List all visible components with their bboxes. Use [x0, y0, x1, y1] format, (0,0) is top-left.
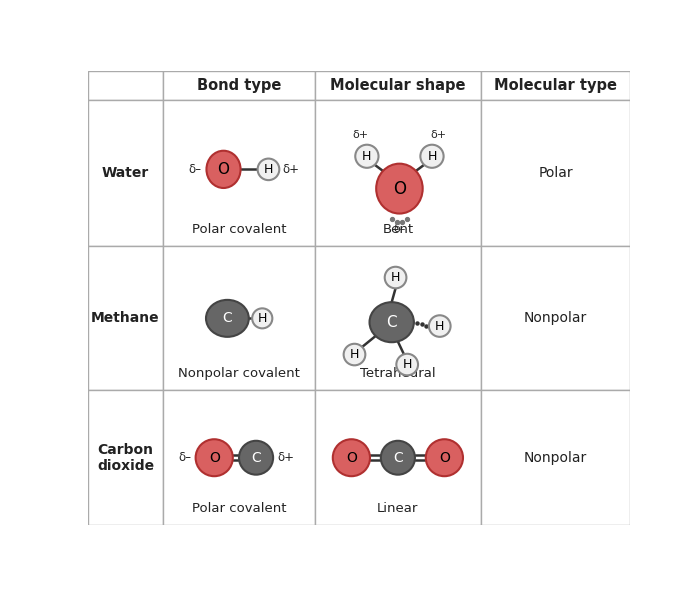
- Bar: [163, 71, 314, 100]
- Text: Molecular shape: Molecular shape: [330, 78, 466, 93]
- Text: C: C: [393, 451, 402, 465]
- Text: Methane: Methane: [91, 312, 160, 325]
- Bar: [314, 71, 481, 100]
- Text: O: O: [209, 451, 220, 465]
- Text: Nonpolar: Nonpolar: [524, 312, 587, 325]
- Text: H: H: [427, 150, 437, 163]
- Text: Bond type: Bond type: [197, 78, 281, 93]
- Text: δ+: δ+: [353, 130, 369, 140]
- Ellipse shape: [376, 163, 423, 214]
- Text: O: O: [393, 179, 406, 198]
- Text: Molecular type: Molecular type: [494, 78, 617, 93]
- Bar: [88, 100, 163, 247]
- Text: δ+: δ+: [430, 130, 447, 140]
- Bar: [314, 391, 481, 525]
- Text: C: C: [251, 451, 261, 465]
- Text: Tetrahedral: Tetrahedral: [360, 367, 435, 380]
- Bar: [88, 247, 163, 391]
- Text: Linear: Linear: [377, 502, 419, 514]
- Text: δ–: δ–: [189, 163, 202, 176]
- Ellipse shape: [429, 315, 451, 337]
- Text: δ+: δ+: [277, 451, 294, 464]
- Ellipse shape: [396, 354, 418, 375]
- Bar: [481, 247, 630, 391]
- Ellipse shape: [421, 145, 444, 168]
- Bar: [88, 71, 163, 100]
- Bar: [314, 247, 481, 391]
- Text: Bent: Bent: [382, 223, 414, 236]
- Text: δ–: δ–: [178, 451, 192, 464]
- Ellipse shape: [426, 439, 463, 476]
- Text: H: H: [391, 271, 400, 284]
- Ellipse shape: [206, 150, 241, 188]
- Text: O: O: [218, 162, 230, 177]
- Text: Carbon
dioxide: Carbon dioxide: [97, 442, 154, 473]
- Bar: [481, 391, 630, 525]
- Ellipse shape: [252, 309, 272, 329]
- Text: H: H: [402, 358, 412, 371]
- Bar: [163, 247, 314, 391]
- Ellipse shape: [332, 439, 370, 476]
- Bar: [163, 100, 314, 247]
- Text: Polar: Polar: [538, 166, 573, 180]
- Bar: [88, 391, 163, 525]
- Ellipse shape: [206, 300, 248, 337]
- Ellipse shape: [385, 267, 407, 289]
- Ellipse shape: [356, 145, 379, 168]
- Text: C: C: [386, 314, 397, 330]
- Text: Nonpolar covalent: Nonpolar covalent: [178, 367, 300, 380]
- Ellipse shape: [195, 439, 233, 476]
- Ellipse shape: [258, 159, 279, 180]
- Ellipse shape: [370, 302, 414, 342]
- Text: H: H: [435, 320, 444, 333]
- Text: δ–: δ–: [393, 224, 405, 234]
- Text: H: H: [258, 312, 267, 325]
- Text: C: C: [223, 312, 232, 325]
- Text: O: O: [346, 451, 357, 465]
- Text: H: H: [362, 150, 372, 163]
- Text: Polar covalent: Polar covalent: [192, 223, 286, 236]
- Text: H: H: [264, 163, 273, 176]
- Text: O: O: [439, 451, 450, 465]
- Ellipse shape: [344, 344, 365, 365]
- Ellipse shape: [381, 441, 415, 475]
- Text: δ+: δ+: [282, 163, 300, 176]
- Text: Water: Water: [102, 166, 149, 180]
- Bar: [314, 100, 481, 247]
- Text: H: H: [350, 348, 359, 361]
- Bar: [481, 71, 630, 100]
- Bar: [163, 391, 314, 525]
- Ellipse shape: [239, 441, 273, 475]
- Text: Polar covalent: Polar covalent: [192, 502, 286, 514]
- Bar: [481, 100, 630, 247]
- Text: Nonpolar: Nonpolar: [524, 451, 587, 465]
